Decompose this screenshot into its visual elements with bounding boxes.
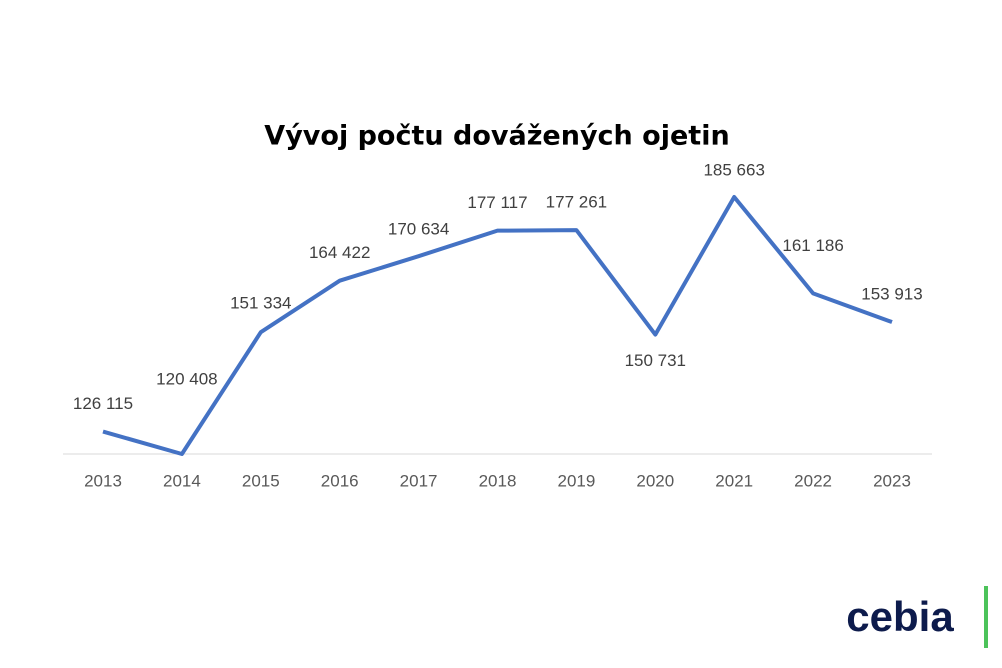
data-label: 161 186 [782,236,843,255]
x-tick-label: 2014 [163,471,201,490]
line [102,195,893,456]
x-tick-label: 2017 [400,471,438,490]
x-tick-label: 2020 [636,471,674,490]
data-label: 120 408 [156,369,217,388]
x-tick-label: 2019 [557,471,595,490]
data-label: 151 334 [230,294,291,313]
data-label: 126 115 [73,394,133,413]
data-label: 164 422 [309,243,370,262]
x-tick-label: 2023 [873,471,911,490]
data-label: 185 663 [703,160,764,179]
data-label: 177 117 [467,193,527,212]
data-label: 170 634 [388,220,449,239]
x-tick-label: 2022 [794,471,832,490]
data-label: 153 913 [861,285,922,304]
data-label: 150 731 [625,351,686,370]
x-tick-label: 2021 [715,471,753,490]
x-tick-label: 2016 [321,471,359,490]
logo: cebia [846,593,954,640]
data-label: 177 261 [546,193,607,212]
logo-bar [984,586,988,648]
x-tick-label: 2015 [242,471,280,490]
chart-title: Vývoj počtu dovážených ojetin [264,121,729,152]
x-tick-label: 2013 [84,471,122,490]
x-tick-label: 2018 [479,471,517,490]
